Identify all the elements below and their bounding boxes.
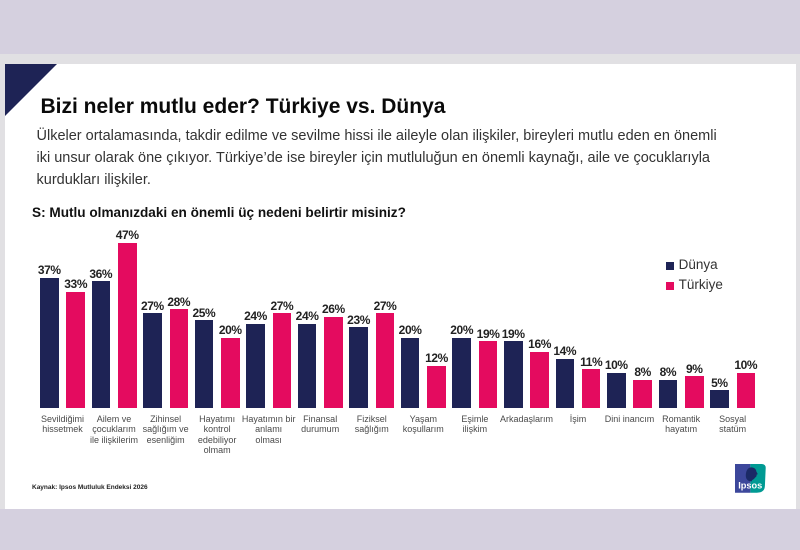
svg-text:Ipsos: Ipsos [738,481,762,491]
